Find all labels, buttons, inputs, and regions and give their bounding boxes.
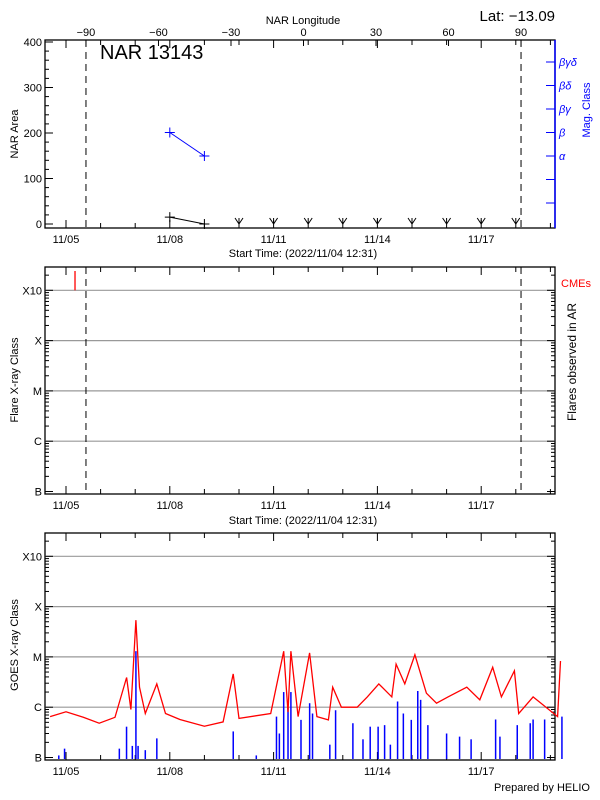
x-tick-label: 11/08 [156,766,183,778]
longitude-tick-label: −30 [222,27,241,39]
no-data-marker [511,217,521,225]
plot-frame [44,532,556,761]
cme-legend-label: CMEs [561,278,591,290]
y-tick-label: X [35,602,43,614]
panel2-y2label: Flares observed in AR [565,303,579,421]
y-tick-label: B [35,753,42,765]
goes-flux-line [49,620,562,727]
y-tick-label: X10 [22,551,42,563]
mag-class-tick-label: βγ [558,104,572,116]
x-tick-label: 11/14 [364,234,391,246]
no-data-marker [269,217,279,225]
longitude-axis-label: NAR Longitude [266,15,341,27]
longitude-axis: −90 −60 −30 0 30 60 90 [77,27,527,46]
mag-class-point [199,151,210,161]
y-tick-label: C [34,702,42,714]
no-data-marker [303,217,313,225]
longitude-tick-label: −90 [77,27,96,39]
y-tick-label: X [35,336,43,348]
x-tick-label: 11/14 [364,500,391,512]
longitude-tick-label: 60 [442,27,454,39]
y-tick-label: 400 [24,37,42,49]
x-tick-label: 11/08 [156,234,183,246]
area-line [169,216,205,225]
panel1-y2label: Mag. Class [581,82,593,138]
x-tick-label: 11/17 [468,500,495,512]
y-tick-label: 100 [24,174,42,186]
panel1-ylabel: NAR Area [9,109,21,159]
panel3-ylabel: GOES X-ray Class [9,599,21,691]
no-data-marker [476,217,486,225]
panel2-ylabel: Flare X-ray Class [9,337,21,422]
no-data-marker [234,217,244,225]
x-tick-label: 11/11 [261,500,287,512]
y-tick-label: M [33,386,42,398]
panel1-xlabel: Start Time: (2022/11/04 12:31) [229,248,377,260]
panel-area-magclass: 11/05 11/08 11/11 11/14 11/170100200300400αβ… [24,37,578,246]
area-point [164,212,175,223]
longitude-tick-label: 90 [515,27,527,39]
plot-frame [44,266,556,495]
mag-class-tick-label: β [558,128,566,140]
x-tick-label: 11/05 [53,766,80,778]
y-tick-label: M [33,652,42,664]
no-data-marker [442,217,452,225]
mag-class-tick-label: βγδ [558,57,578,69]
x-tick-label: 11/11 [261,766,287,778]
y-tick-label: B [35,487,42,499]
panel1-title: NAR 13143 [100,42,203,64]
credit-label: Prepared by HELIO [494,782,590,794]
mag-class-point [164,127,175,138]
y-tick-label: 200 [24,128,42,140]
x-tick-label: 11/11 [261,234,287,246]
y-tick-label: 300 [24,83,42,95]
panel-flare-class: 11/05 11/08 11/11 11/14 11/17 B C M X X10 [22,266,556,512]
longitude-tick-label: −60 [149,27,168,39]
longitude-tick-label: 0 [300,27,306,39]
x-tick-label: 11/05 [53,234,80,246]
x-tick-label: 11/17 [468,766,495,778]
panel2-xlabel: Start Time: (2022/11/04 12:31) [229,515,377,527]
mag-class-line [169,132,205,157]
plot-frame [44,39,556,229]
mag-class-tick-label: βδ [558,81,572,93]
no-data-marker [407,217,417,225]
y-tick-label: X10 [22,285,42,297]
mag-class-tick-label: α [559,151,566,163]
longitude-tick-label: 30 [370,27,382,39]
x-tick-label: 11/08 [156,500,183,512]
x-tick-label: 11/05 [53,500,80,512]
no-data-marker [338,217,348,225]
y-tick-label: C [34,436,42,448]
x-tick-label: 11/17 [468,234,495,246]
latitude-readout: Lat: −13.09 [480,8,555,25]
x-tick-label: 11/14 [364,766,391,778]
area-point [199,219,210,229]
y-tick-label: 0 [36,219,42,231]
no-data-marker [372,217,382,225]
panel-goes-xray: 11/05 11/08 11/11 11/14 11/17 B C M X X10 [22,532,563,778]
